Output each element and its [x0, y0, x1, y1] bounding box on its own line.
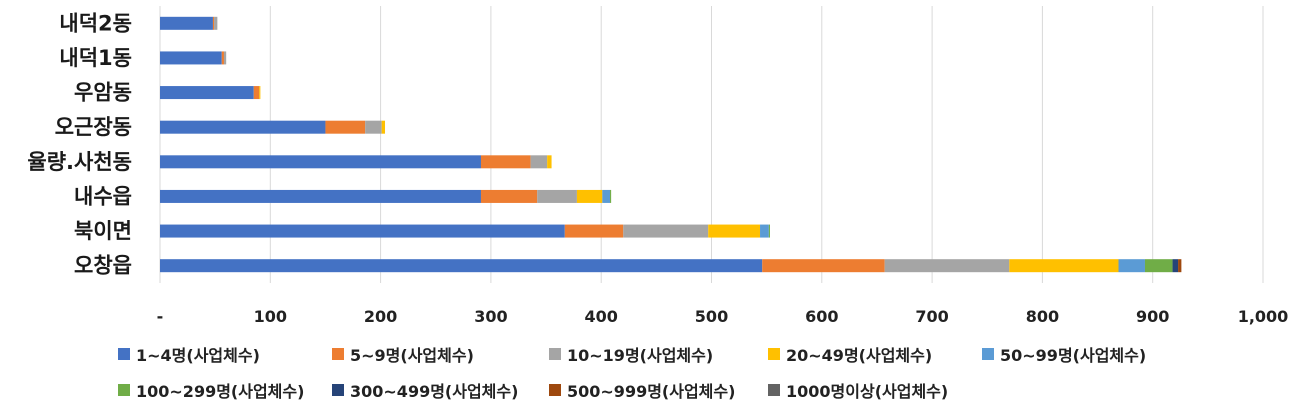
- legend-swatch: [982, 348, 994, 360]
- legend-label: 500~999명(사업체수): [567, 382, 736, 401]
- legend-label: 5~9명(사업체수): [350, 346, 474, 365]
- bar-segment: [253, 86, 260, 100]
- legend-item: 500~999명(사업체수): [549, 378, 735, 402]
- legend-label: 20~49명(사업체수): [786, 346, 933, 365]
- legend-swatch: [768, 348, 780, 360]
- legend-swatch: [332, 348, 344, 360]
- x-tick-label: 100: [254, 307, 287, 326]
- category-label: 율량.사천동: [27, 150, 132, 174]
- x-tick-label: 400: [584, 307, 617, 326]
- category-label: 오창읍: [74, 254, 132, 278]
- bar-segment: [480, 189, 538, 203]
- bar-segment: [259, 86, 261, 100]
- bar-segment: [1144, 259, 1173, 273]
- legend-item: 1~4명(사업체수): [118, 342, 260, 366]
- category-label: 내덕2동: [59, 11, 132, 35]
- legend-item: 1000명이상(사업체수): [768, 378, 948, 402]
- legend-item: 300~499명(사업체수): [332, 378, 518, 402]
- bar-segment: [1172, 259, 1179, 273]
- bar-segment: [160, 120, 326, 134]
- category-label: 내수읍: [74, 184, 132, 208]
- bar-segment: [160, 86, 254, 100]
- bar-segment: [884, 259, 1010, 273]
- x-tick-label: 800: [1026, 307, 1059, 326]
- bar-segment: [547, 155, 552, 169]
- x-tick-label: 700: [915, 307, 948, 326]
- bar-segment: [768, 224, 770, 238]
- legend-item: 5~9명(사업체수): [332, 342, 474, 366]
- bar-segments: [160, 16, 1182, 273]
- legend-swatch: [549, 348, 561, 360]
- bar-segment: [760, 224, 769, 238]
- bar-segment: [381, 120, 386, 134]
- legend-swatch: [549, 384, 561, 396]
- legend-label: 1000명이상(사업체수): [786, 382, 949, 401]
- category-label: 오근장동: [55, 115, 132, 139]
- x-tick-label: 200: [364, 307, 397, 326]
- bar-segment: [1178, 259, 1182, 273]
- legend-swatch: [768, 384, 780, 396]
- bar-segment: [1118, 259, 1145, 273]
- category-label: 북이면: [74, 219, 132, 243]
- legend-label: 1~4명(사업체수): [136, 346, 260, 365]
- bar-segment: [160, 155, 481, 169]
- bar-segment: [623, 224, 709, 238]
- gridlines: [159, 6, 1264, 283]
- bar-segment: [160, 16, 213, 30]
- bar-segment: [602, 189, 611, 203]
- legend-item: 50~99명(사업체수): [982, 342, 1146, 366]
- legend-item: 20~49명(사업체수): [768, 342, 932, 366]
- legend-label: 10~19명(사업체수): [567, 346, 714, 365]
- bar-segment: [160, 189, 481, 203]
- bar-segment: [160, 224, 565, 238]
- bar-segment: [537, 189, 577, 203]
- bar-segment: [365, 120, 382, 134]
- bar-segment: [708, 224, 761, 238]
- x-tick-label: -: [157, 307, 164, 326]
- bar-segment: [325, 120, 366, 134]
- legend-item: 100~299명(사업체수): [118, 378, 304, 402]
- bar-segment: [480, 155, 531, 169]
- bar-segment: [762, 259, 885, 273]
- legend-label: 100~299명(사업체수): [136, 382, 305, 401]
- bar-segment: [576, 189, 603, 203]
- category-label: 내덕1동: [59, 46, 132, 70]
- bar-segment: [160, 51, 222, 65]
- x-tick-label: 300: [474, 307, 507, 326]
- legend-swatch: [118, 384, 130, 396]
- x-tick-label: 1,000: [1238, 307, 1289, 326]
- bar-segment: [214, 16, 218, 30]
- legend-item: 10~19명(사업체수): [549, 342, 713, 366]
- x-tick-labels: - 100 200 300 400 500 600 700 800 900 1,000: [157, 307, 1289, 326]
- bar-segment: [212, 16, 215, 30]
- bar-segment: [530, 155, 548, 169]
- bar-segment: [160, 259, 763, 273]
- legend-label: 50~99명(사업체수): [1000, 346, 1147, 365]
- bar-segment: [1009, 259, 1119, 273]
- x-tick-label: 500: [695, 307, 728, 326]
- legend-swatch: [118, 348, 130, 360]
- bar-segment: [610, 189, 612, 203]
- bar-segment: [223, 51, 227, 65]
- category-label: 우암동: [74, 81, 132, 105]
- x-tick-label: 600: [805, 307, 838, 326]
- legend-label: 300~499명(사업체수): [350, 382, 519, 401]
- bar-segment: [221, 51, 224, 65]
- x-tick-label: 900: [1136, 307, 1169, 326]
- legend-swatch: [332, 384, 344, 396]
- bar-segment: [564, 224, 624, 238]
